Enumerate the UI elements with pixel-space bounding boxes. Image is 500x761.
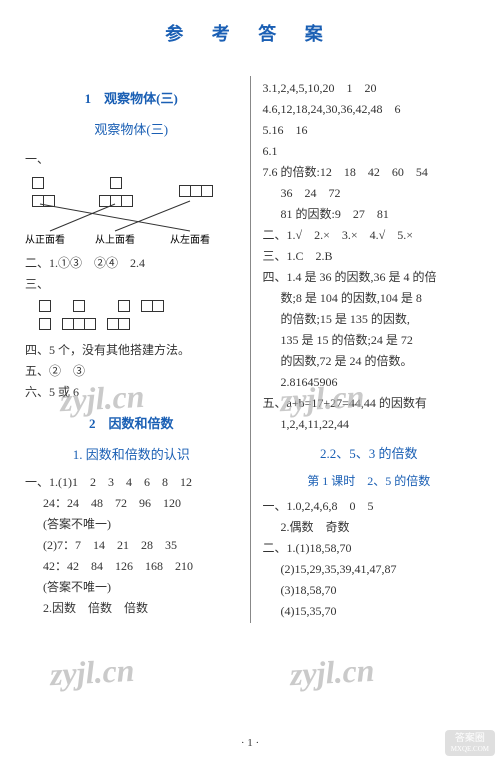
shape-label-1: 从正面看 [25, 231, 65, 246]
shapes-matching: 从正面看 从上面看 从左面看 [25, 176, 238, 246]
r8c: 的倍数;15 是 135 的因数, [263, 310, 476, 328]
item-3-label: 三、 [25, 275, 238, 293]
r9: 2.81645906 [263, 373, 476, 391]
r8e: 的因数,72 是 24 的倍数。 [263, 352, 476, 370]
q1-4: (2)7：7 14 21 28 35 [25, 536, 238, 554]
shape-c [108, 299, 130, 335]
chapter-1-title: 1 观察物体(三) [25, 88, 238, 107]
corner-line1: 答案圈 [451, 733, 489, 745]
section-2-title: 1. 因数和倍数的认识 [25, 444, 238, 463]
shape-label-3: 从左面看 [170, 231, 210, 246]
lesson-1-title: 第 1 课时 2、5 的倍数 [263, 472, 476, 489]
q2-3: 二、1.(1)18,58,70 [263, 539, 476, 557]
corner-line2: MXQE.COM [451, 745, 489, 753]
r4: 6.1 [263, 142, 476, 160]
corner-logo: 答案圈 MXQE.COM [445, 730, 495, 756]
r5b: 36 24 72 [263, 184, 476, 202]
r6: 二、1.√ 2.× 3.× 4.√ 5.× [263, 226, 476, 244]
right-column: 3.1,2,4,5,10,20 1 20 4.6,12,18,24,30,36,… [263, 76, 476, 623]
q1-6: (答案不唯一) [25, 578, 238, 596]
r5: 7.6 的倍数:12 18 42 60 54 [263, 163, 476, 181]
r8: 四、1.4 是 36 的因数,36 是 4 的倍 [263, 268, 476, 286]
q2-2: 2.偶数 奇数 [263, 518, 476, 536]
q2-5: (3)18,58,70 [263, 581, 476, 599]
left-column: 1 观察物体(三) 观察物体(三) 一、 [25, 76, 238, 623]
r5c: 81 的因数:9 27 81 [263, 205, 476, 223]
r10b: 1,2,4,11,22,44 [263, 415, 476, 433]
shape-label-2: 从上面看 [95, 231, 135, 246]
q1-3: (答案不唯一) [25, 515, 238, 533]
r3: 5.16 16 [263, 121, 476, 139]
shapes-row-2 [25, 299, 238, 335]
item-1-label: 一、 [25, 150, 238, 168]
watermark-4: zyjl.cn [289, 652, 375, 693]
q2-4: (2)15,29,35,39,41,47,87 [263, 560, 476, 578]
main-title: 参 考 答 案 [25, 20, 475, 46]
page-number: · 1 · [241, 737, 259, 749]
section-3-title: 2.2、5、3 的倍数 [263, 443, 476, 462]
q2-6: (4)15,35,70 [263, 602, 476, 620]
shape-d [142, 299, 164, 335]
content-columns: 1 观察物体(三) 观察物体(三) 一、 [25, 76, 475, 623]
q1-7: 2.因数 倍数 倍数 [25, 599, 238, 617]
item-4: 四、5 个，没有其他搭建方法。 [25, 341, 238, 359]
column-divider [250, 76, 251, 623]
watermark-3: zyjl.cn [49, 652, 135, 693]
section-1-title: 观察物体(三) [25, 119, 238, 138]
r2: 4.6,12,18,24,30,36,42,48 6 [263, 100, 476, 118]
r10: 五、a+b=17+27=44,44 的因数有 [263, 394, 476, 412]
shape-b [63, 299, 96, 335]
q1-1: 一、1.(1)1 2 3 4 6 8 12 [25, 473, 238, 491]
item-2: 二、1.①③ ②④ 2.4 [25, 254, 238, 272]
q1-5: 42：42 84 126 168 210 [25, 557, 238, 575]
item-6: 六、5 或 6 [25, 383, 238, 401]
r8b: 数;8 是 104 的因数,104 是 8 [263, 289, 476, 307]
r7: 三、1.C 2.B [263, 247, 476, 265]
r1: 3.1,2,4,5,10,20 1 20 [263, 79, 476, 97]
q1-2: 24：24 48 72 96 120 [25, 494, 238, 512]
q2-1: 一、1.0,2,4,6,8 0 5 [263, 497, 476, 515]
item-5: 五、② ③ [25, 362, 238, 380]
chapter-2-title: 2 因数和倍数 [25, 413, 238, 432]
r8d: 135 是 15 的倍数;24 是 72 [263, 331, 476, 349]
shape-a [40, 299, 51, 335]
